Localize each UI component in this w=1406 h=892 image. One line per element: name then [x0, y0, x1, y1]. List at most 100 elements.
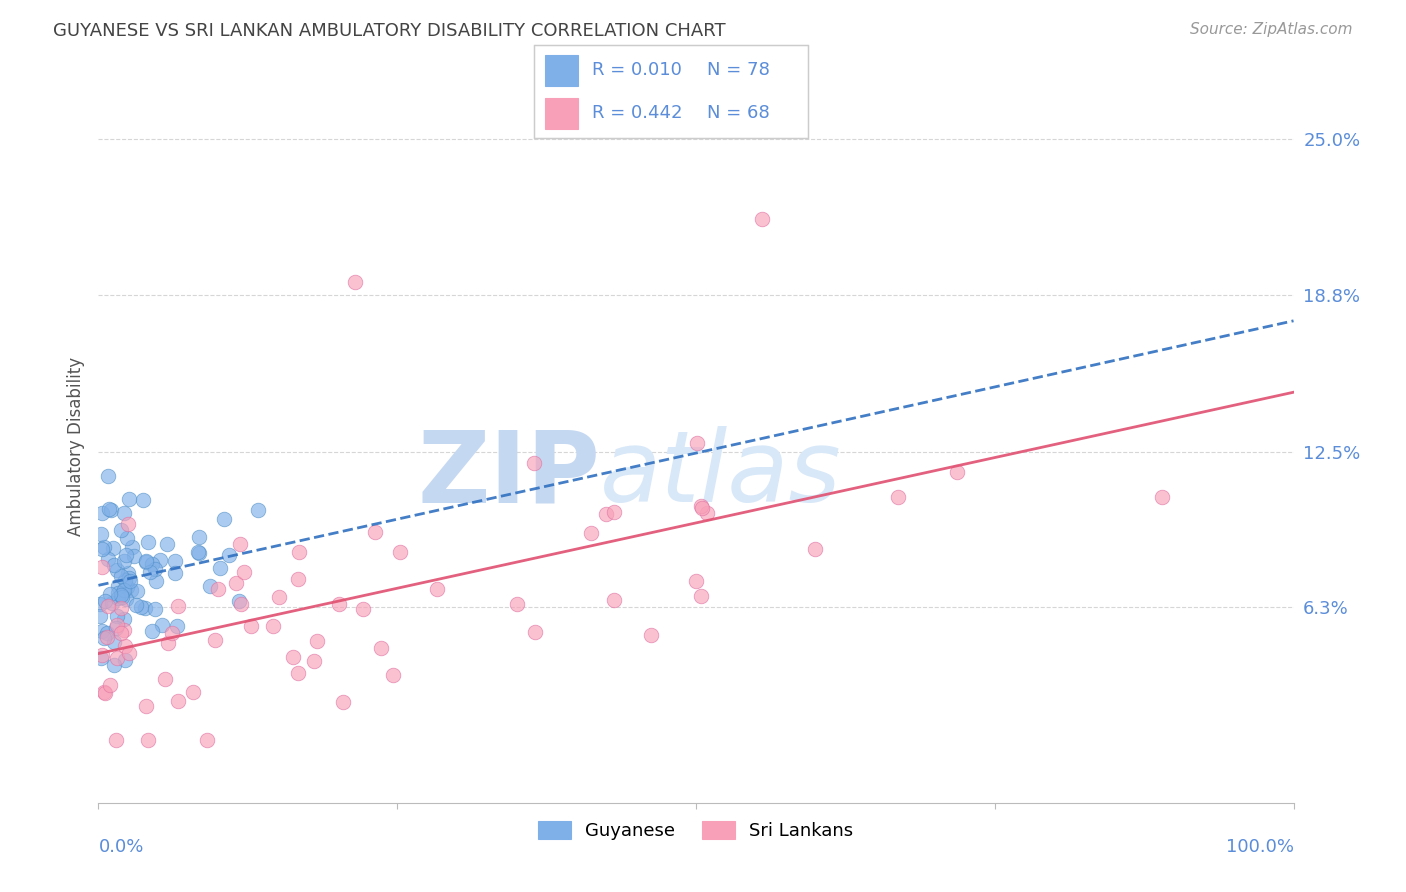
Text: N = 68: N = 68 [707, 103, 769, 121]
Point [426, 582, 449, 597]
Point [188, 530, 211, 544]
Point [506, 597, 529, 611]
Text: ZIP: ZIP [418, 426, 600, 523]
Point [389, 544, 412, 558]
FancyBboxPatch shape [546, 55, 578, 86]
Point [150, 617, 173, 632]
Text: 100.0%: 100.0% [1226, 838, 1294, 856]
Point [247, 503, 270, 517]
Point [287, 545, 309, 559]
Point [112, 612, 135, 626]
Point [93, 685, 115, 699]
Point [640, 628, 662, 642]
Point [689, 589, 711, 603]
Point [135, 554, 157, 568]
Point [112, 554, 135, 568]
Point [114, 640, 136, 654]
Point [269, 590, 291, 604]
Text: R = 0.442: R = 0.442 [592, 103, 682, 121]
Point [110, 625, 132, 640]
Point [112, 583, 135, 598]
Point [114, 653, 136, 667]
Point [307, 633, 329, 648]
Point [208, 561, 231, 575]
Point [218, 549, 240, 563]
Point [287, 665, 309, 680]
Point [89, 597, 111, 611]
Point [90, 506, 112, 520]
Point [524, 625, 547, 640]
Point [804, 542, 827, 557]
Point [103, 558, 125, 572]
Point [328, 597, 350, 611]
Point [887, 490, 910, 504]
Point [281, 650, 304, 665]
Point [166, 619, 188, 633]
Point [91, 541, 114, 556]
Point [117, 566, 139, 580]
Point [143, 602, 166, 616]
Point [141, 624, 163, 638]
Point [110, 600, 132, 615]
Point [352, 602, 374, 616]
Point [302, 654, 325, 668]
Point [97, 599, 120, 614]
Point [97, 551, 120, 566]
Point [262, 619, 284, 633]
Point [117, 580, 139, 594]
Point [690, 500, 713, 515]
Point [212, 512, 235, 526]
Point [145, 574, 167, 588]
Point [690, 499, 713, 513]
Point [523, 456, 546, 470]
Point [149, 553, 172, 567]
Point [107, 609, 129, 624]
Point [581, 526, 603, 541]
Point [166, 599, 188, 614]
Point [93, 594, 115, 608]
Point [107, 579, 129, 593]
Point [129, 599, 152, 614]
Point [287, 572, 309, 586]
Point [136, 535, 159, 549]
Text: atlas: atlas [600, 426, 842, 523]
Point [229, 597, 252, 611]
Point [105, 621, 128, 635]
Point [165, 566, 187, 581]
Point [118, 646, 141, 660]
Point [100, 502, 122, 516]
Point [115, 548, 138, 562]
Point [118, 574, 141, 588]
Point [107, 617, 129, 632]
Text: GUYANESE VS SRI LANKAN AMBULATORY DISABILITY CORRELATION CHART: GUYANESE VS SRI LANKAN AMBULATORY DISABI… [53, 22, 725, 40]
Point [751, 212, 773, 227]
Point [125, 599, 148, 613]
Point [225, 576, 247, 591]
Point [696, 506, 718, 520]
Point [162, 625, 184, 640]
Point [207, 582, 229, 596]
Point [114, 573, 136, 587]
Point [200, 579, 222, 593]
Point [157, 636, 180, 650]
Text: 0.0%: 0.0% [98, 838, 143, 856]
Point [107, 586, 129, 600]
Point [96, 630, 118, 644]
Point [93, 540, 115, 554]
Point [364, 524, 387, 539]
Point [125, 584, 148, 599]
Point [89, 608, 111, 623]
Point [110, 588, 132, 602]
Point [111, 584, 134, 599]
Point [135, 699, 157, 714]
Point [143, 562, 166, 576]
Point [112, 624, 135, 638]
Point [685, 574, 707, 589]
Point [167, 694, 190, 708]
Point [121, 541, 143, 555]
Point [101, 596, 124, 610]
Point [105, 651, 128, 665]
Point [228, 594, 250, 608]
Point [115, 531, 138, 545]
Point [186, 545, 208, 559]
